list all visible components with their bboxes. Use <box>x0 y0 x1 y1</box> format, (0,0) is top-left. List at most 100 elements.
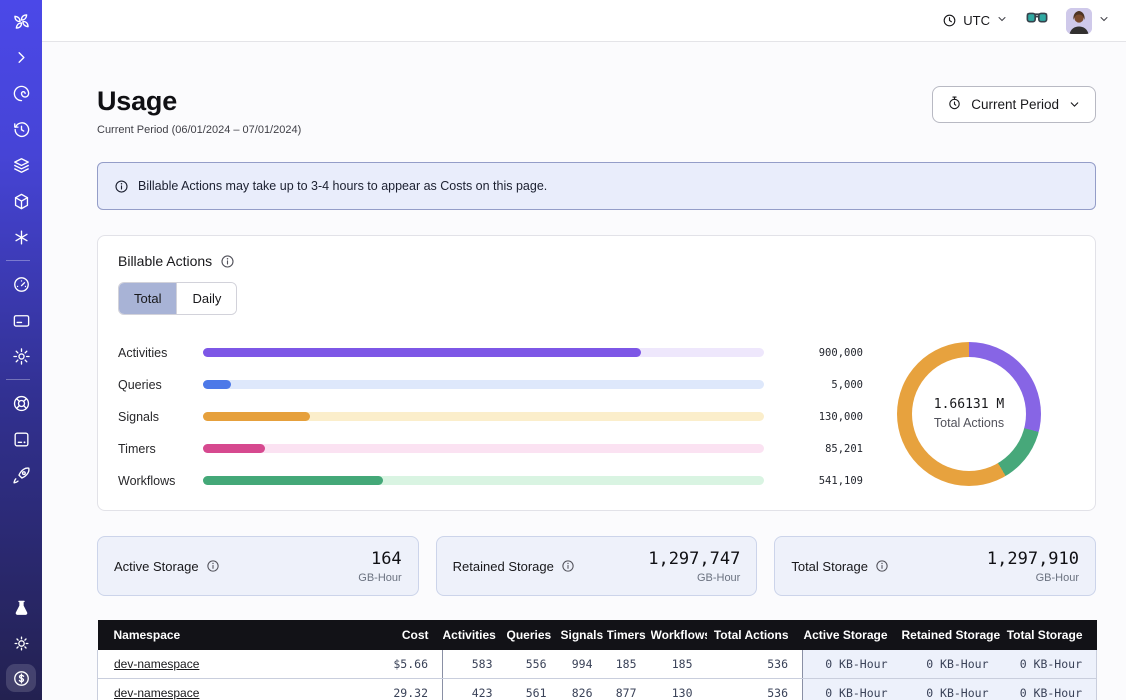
flask-icon[interactable] <box>6 594 36 622</box>
info-icon[interactable] <box>561 559 575 573</box>
bar-fill <box>203 348 641 357</box>
bar-track <box>203 476 764 485</box>
bar-value: 130,000 <box>779 411 863 423</box>
cell-timers: 877 <box>607 679 651 700</box>
cell-namespace: dev-namespace <box>98 650 353 679</box>
sidebar-divider <box>6 379 30 380</box>
total-actions-value: 1.66131 M <box>934 397 1004 412</box>
bar-category-label: Workflows <box>118 474 188 488</box>
timezone-selector[interactable]: UTC <box>942 13 1008 28</box>
storage-card-value: 164GB-Hour <box>358 549 401 584</box>
bar-category-label: Timers <box>118 442 188 456</box>
user-menu[interactable] <box>1066 8 1110 34</box>
user-avatar <box>1066 8 1092 34</box>
expand-chevron-icon[interactable] <box>6 43 36 71</box>
donut-center: 1.66131 M Total Actions <box>897 342 1041 486</box>
lifebuoy-icon[interactable] <box>6 389 36 417</box>
bar-category-label: Queries <box>118 378 188 392</box>
gear-icon[interactable] <box>6 342 36 370</box>
column-header-workflows: Workflows <box>651 620 707 650</box>
coin-dollar-icon[interactable] <box>6 664 36 692</box>
bar-value: 5,000 <box>779 379 863 391</box>
credit-card-icon[interactable] <box>6 306 36 334</box>
nav-sidebar <box>0 0 42 700</box>
rocket-icon[interactable] <box>6 461 36 489</box>
cell-active_storage: 0 KB-Hour <box>803 650 902 679</box>
cell-total_actions: 536 <box>707 650 803 679</box>
bar-row-activities: Activities 900,000 <box>118 345 863 360</box>
bar-row-queries: Queries 5,000 <box>118 377 863 392</box>
column-header-total-storage: Total Storage <box>1003 620 1097 650</box>
total-actions-donut: 1.66131 M Total Actions <box>897 342 1041 486</box>
cell-total_storage: 0 KB-Hour <box>1003 679 1097 700</box>
cell-total_storage: 0 KB-Hour <box>1003 650 1097 679</box>
cell-total_actions: 536 <box>707 679 803 700</box>
temporal-logo-icon[interactable] <box>6 7 36 35</box>
current-period-subtitle: Current Period (06/01/2024 – 07/01/2024) <box>97 124 301 136</box>
cell-cost: 29.32 <box>353 679 443 700</box>
sun-icon[interactable] <box>6 629 36 657</box>
period-button-label: Current Period <box>971 97 1059 112</box>
donut-area: 1.66131 M Total Actions <box>863 339 1075 488</box>
chevron-down-icon <box>1098 12 1110 30</box>
column-header-active-storage: Active Storage <box>803 620 902 650</box>
tab-total[interactable]: Total <box>119 283 176 314</box>
cell-retained_storage: 0 KB-Hour <box>902 679 1003 700</box>
namespace-link[interactable]: dev-namespace <box>114 686 199 700</box>
cell-signals: 826 <box>561 679 607 700</box>
period-selector-button[interactable]: Current Period <box>932 86 1096 123</box>
cell-namespace: dev-namespace <box>98 679 353 700</box>
sidebar-divider <box>6 260 30 261</box>
gauge-icon[interactable] <box>6 270 36 298</box>
bar-track <box>203 348 764 357</box>
column-header-cost: Cost <box>353 620 443 650</box>
info-icon[interactable] <box>206 559 220 573</box>
bar-value: 85,201 <box>779 443 863 455</box>
bar-fill <box>203 412 310 421</box>
storage-card-label: Retained Storage <box>453 559 575 574</box>
billable-bar-chart: Activities900,000Queries5,000Signals130,… <box>118 339 863 488</box>
timezone-label: UTC <box>963 13 990 28</box>
top-bar: UTC <box>42 0 1126 42</box>
storage-summary-row: Active Storage164GB-Hour Retained Storage… <box>97 536 1096 596</box>
chevron-down-icon <box>1068 98 1081 111</box>
storage-card-retained-storage: Retained Storage1,297,747GB-Hour <box>436 536 758 596</box>
bar-value: 900,000 <box>779 347 863 359</box>
tab-daily[interactable]: Daily <box>176 283 236 314</box>
cell-queries: 556 <box>507 650 561 679</box>
page-header: Usage Current Period (06/01/2024 – 07/01… <box>97 86 1096 136</box>
asterisk-icon[interactable] <box>6 223 36 251</box>
cube-icon[interactable] <box>6 187 36 215</box>
cell-workflows: 185 <box>651 650 707 679</box>
app-screen: UTC Usage Current Per <box>0 0 1126 700</box>
stopwatch-icon <box>947 95 962 114</box>
bar-fill <box>203 380 231 389</box>
storage-card-value: 1,297,910GB-Hour <box>987 549 1079 584</box>
console-icon[interactable] <box>6 425 36 453</box>
sidebar-section <box>6 270 36 370</box>
main-area: UTC Usage Current Per <box>42 0 1126 700</box>
table-row: dev-namespace29.324235618268771305360 KB… <box>98 679 1097 700</box>
layers-icon[interactable] <box>6 151 36 179</box>
column-header-activities: Activities <box>443 620 507 650</box>
glasses-icon[interactable] <box>1026 11 1048 30</box>
bar-fill <box>203 476 383 485</box>
info-icon[interactable] <box>875 559 889 573</box>
cell-workflows: 130 <box>651 679 707 700</box>
info-icon[interactable] <box>220 254 235 269</box>
sidebar-sections <box>6 7 36 489</box>
swirl-icon[interactable] <box>6 79 36 107</box>
column-header-total-actions: Total Actions <box>707 620 803 650</box>
cell-cost: $5.66 <box>353 650 443 679</box>
bar-row-workflows: Workflows541,109 <box>118 473 863 488</box>
namespace-usage-table: NamespaceCostActivitiesQueriesSignalsTim… <box>97 620 1097 700</box>
total-daily-tabs: TotalDaily <box>118 282 237 315</box>
info-icon <box>114 179 129 194</box>
history-clock-icon[interactable] <box>6 115 36 143</box>
storage-card-active-storage: Active Storage164GB-Hour <box>97 536 419 596</box>
bar-fill <box>203 444 265 453</box>
namespace-link[interactable]: dev-namespace <box>114 657 199 671</box>
bar-category-label: Activities <box>118 346 188 360</box>
sidebar-section <box>6 389 36 489</box>
namespace-table-wrap: NamespaceCostActivitiesQueriesSignalsTim… <box>97 620 1096 700</box>
